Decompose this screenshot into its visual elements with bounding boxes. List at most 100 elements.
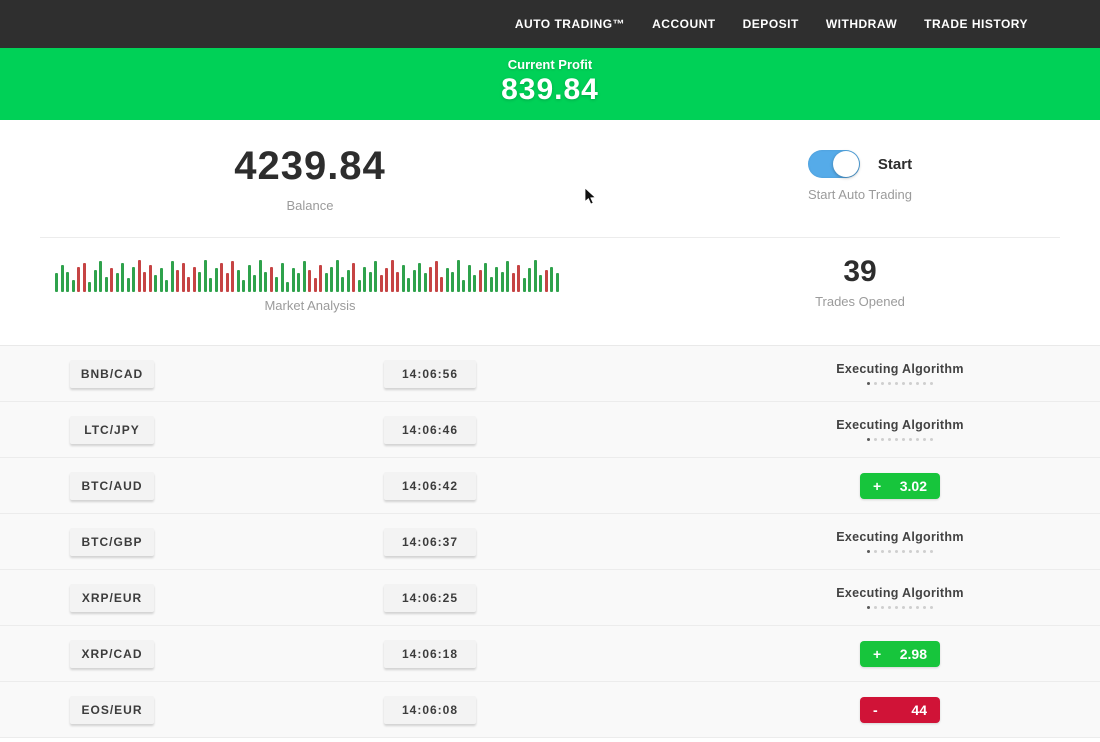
- profit-badge: +3.02: [860, 472, 940, 499]
- progress-dot: [867, 606, 870, 609]
- progress-dot: [909, 382, 912, 385]
- progress-dot: [930, 606, 933, 609]
- market-bar: [335, 259, 339, 292]
- progress-dot: [923, 382, 926, 385]
- progress-dot: [923, 606, 926, 609]
- progress-dot: [881, 606, 884, 609]
- result-sign: +: [873, 645, 882, 662]
- market-bar: [247, 264, 251, 292]
- market-bar: [198, 271, 201, 292]
- market-bar: [517, 264, 520, 292]
- market-bar: [506, 261, 509, 292]
- progress-dot: [874, 550, 877, 553]
- time-badge: 14:06:37: [384, 527, 476, 556]
- progress-dot: [895, 606, 898, 609]
- start-auto-trading-caption: Start Auto Trading: [807, 187, 913, 202]
- current-profit-value: 839.84: [501, 73, 599, 106]
- market-bar: [423, 273, 427, 292]
- market-bar: [539, 275, 542, 292]
- market-bar: [93, 269, 97, 292]
- market-bar: [55, 273, 58, 292]
- status-cell: Executing Algorithm: [770, 586, 1030, 609]
- market-bar: [401, 264, 405, 292]
- market-section: Market Analysis 39 Trades Opened: [0, 238, 1100, 345]
- pair-badge: LTC/JPY: [70, 415, 154, 444]
- market-bar: [522, 278, 526, 292]
- market-bar: [308, 269, 311, 292]
- market-analysis-label: Market Analysis: [264, 298, 356, 313]
- progress-dot: [930, 550, 933, 553]
- market-bar: [132, 266, 135, 292]
- market-bar: [341, 276, 344, 292]
- market-bar: [297, 273, 300, 292]
- nav-item-account[interactable]: ACCOUNT: [652, 17, 716, 31]
- time-badge: 14:06:25: [384, 583, 476, 612]
- pair-badge: BNB/CAD: [70, 359, 154, 388]
- nav-item-trade-history[interactable]: TRADE HISTORY: [924, 17, 1028, 31]
- progress-dot: [874, 438, 877, 441]
- market-bar: [302, 261, 306, 292]
- market-bar: [528, 268, 531, 292]
- market-bar: [137, 259, 141, 292]
- progress-dot: [923, 438, 926, 441]
- market-bar: [434, 261, 438, 292]
- market-bar: [357, 280, 361, 292]
- market-analysis-chart: [55, 258, 565, 292]
- market-bar: [165, 280, 168, 292]
- progress-dot: [909, 550, 912, 553]
- section-divider: [40, 237, 1060, 238]
- market-bar: [456, 259, 460, 292]
- result-value: 3.02: [899, 477, 927, 494]
- progress-dot: [930, 438, 933, 441]
- market-bar: [126, 278, 130, 292]
- market-bar: [66, 271, 69, 292]
- table-row: EOS/EUR 14:06:08 - 44: [0, 682, 1100, 738]
- market-bar: [489, 276, 493, 292]
- status-cell: +3.02: [770, 472, 1030, 499]
- executing-algorithm-label: Executing Algorithm: [836, 418, 964, 432]
- toggle-knob: [832, 151, 859, 177]
- progress-dot: [902, 382, 905, 385]
- market-bar: [214, 268, 218, 292]
- market-bar: [445, 268, 449, 292]
- market-bar: [374, 261, 377, 292]
- status-cell: - 44: [770, 696, 1030, 723]
- nav-item-auto-trading[interactable]: AUTO TRADING™: [514, 17, 626, 31]
- loss-badge: - 44: [860, 696, 940, 723]
- market-bar: [429, 266, 432, 292]
- market-bar: [264, 271, 267, 292]
- trades-opened-label: Trades Opened: [815, 294, 905, 309]
- market-bar: [533, 259, 537, 292]
- progress-dot: [867, 382, 870, 385]
- balance-label: Balance: [286, 198, 334, 213]
- market-bar: [473, 275, 476, 292]
- progress-dot: [881, 438, 884, 441]
- market-bar: [467, 264, 471, 292]
- market-bar: [390, 259, 394, 292]
- market-bar: [511, 273, 515, 292]
- market-bar: [253, 275, 256, 292]
- result-sign: +: [873, 477, 882, 494]
- market-bar: [352, 263, 355, 292]
- status-cell: Executing Algorithm: [770, 530, 1030, 553]
- auto-trading-toggle[interactable]: [807, 150, 860, 178]
- time-badge: 14:06:56: [384, 359, 476, 388]
- executing-algorithm-label: Executing Algorithm: [836, 586, 964, 600]
- market-bar: [368, 271, 372, 292]
- trades-opened-value: 39: [843, 255, 877, 288]
- market-bar: [319, 264, 322, 292]
- market-bar: [148, 264, 152, 292]
- table-row: XRP/EUR 14:06:25 Executing Algorithm: [0, 570, 1100, 626]
- market-bar: [104, 276, 108, 292]
- nav-item-withdraw[interactable]: WITHDRAW: [825, 17, 898, 31]
- market-bar: [115, 273, 119, 292]
- nav-item-deposit[interactable]: DEPOSIT: [742, 17, 799, 31]
- status-cell: Executing Algorithm: [770, 362, 1030, 385]
- table-row: XRP/CAD 14:06:18 +2.98: [0, 626, 1100, 682]
- progress-dot: [902, 438, 905, 441]
- progress-dot: [881, 550, 884, 553]
- toggle-start-label: Start: [877, 155, 913, 173]
- market-bar: [379, 275, 383, 292]
- market-bar: [269, 266, 273, 292]
- progress-dot: [902, 550, 905, 553]
